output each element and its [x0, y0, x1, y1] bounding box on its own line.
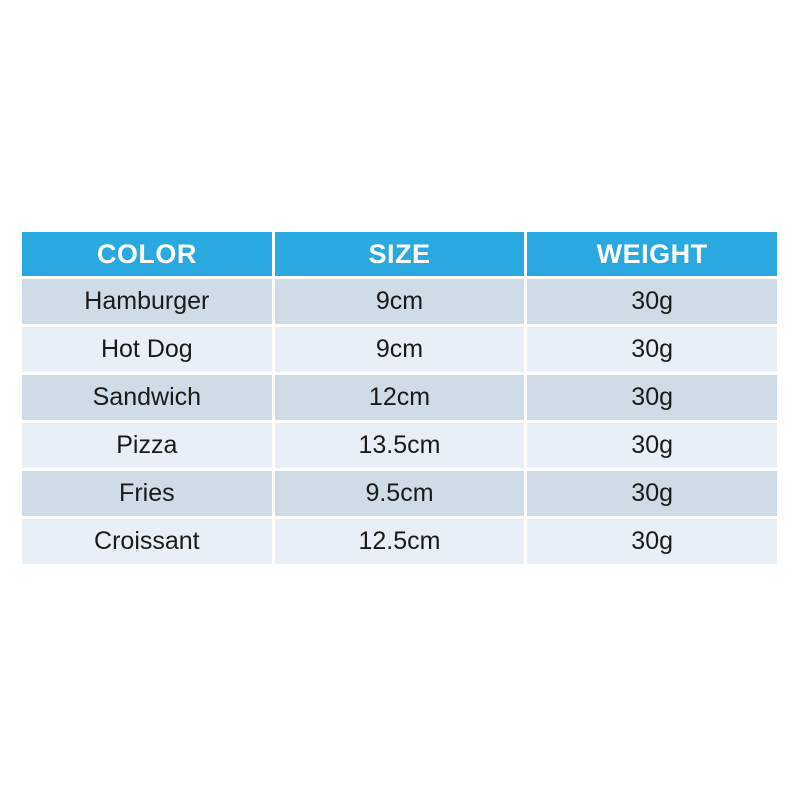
- table-cell-weight: 30g: [527, 375, 777, 420]
- table-cell-name: Pizza: [22, 423, 272, 468]
- product-spec-table: COLOR SIZE WEIGHT Hamburger 9cm 30g Hot …: [22, 232, 777, 564]
- table-cell-name: Hamburger: [22, 279, 272, 324]
- table-cell-size: 9cm: [274, 279, 525, 324]
- table-cell-name: Fries: [22, 471, 272, 516]
- table-cell-weight: 30g: [527, 471, 777, 516]
- table-cell-size: 12cm: [274, 375, 525, 420]
- column-header-color: COLOR: [22, 232, 272, 276]
- column-header-size: SIZE: [274, 232, 525, 276]
- table-cell-name: Sandwich: [22, 375, 272, 420]
- table-cell-name: Hot Dog: [22, 327, 272, 372]
- table-cell-weight: 30g: [527, 423, 777, 468]
- table-cell-weight: 30g: [527, 327, 777, 372]
- column-header-weight: WEIGHT: [527, 232, 777, 276]
- table-cell-weight: 30g: [527, 519, 777, 564]
- table-cell-size: 13.5cm: [274, 423, 525, 468]
- table-cell-name: Croissant: [22, 519, 272, 564]
- table-cell-size: 9cm: [274, 327, 525, 372]
- table-cell-size: 9.5cm: [274, 471, 525, 516]
- table-cell-weight: 30g: [527, 279, 777, 324]
- table-cell-size: 12.5cm: [274, 519, 525, 564]
